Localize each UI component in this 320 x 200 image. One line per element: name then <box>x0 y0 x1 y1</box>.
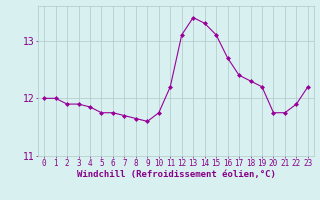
X-axis label: Windchill (Refroidissement éolien,°C): Windchill (Refroidissement éolien,°C) <box>76 170 276 179</box>
